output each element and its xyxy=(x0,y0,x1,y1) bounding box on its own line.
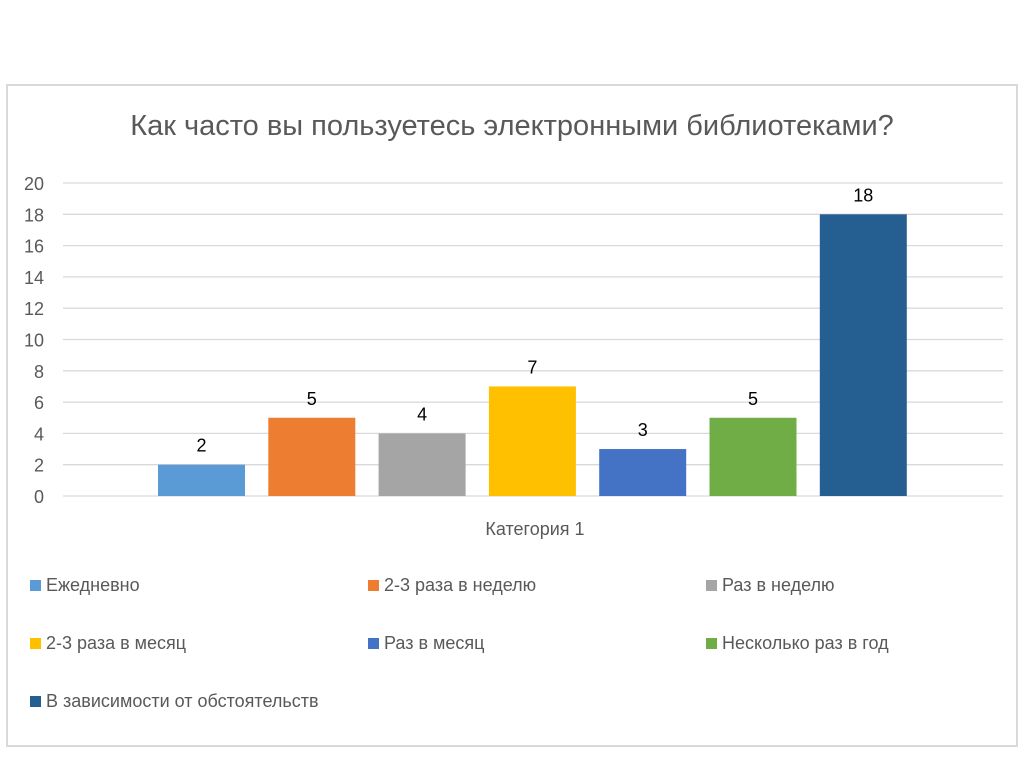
chart-title: Как часто вы пользуетесь электронными би… xyxy=(130,110,894,142)
legend-item: Раз в неделю xyxy=(706,575,835,596)
x-axis-label: Категория 1 xyxy=(485,519,584,539)
y-tick-label: 12 xyxy=(24,299,44,319)
data-label: 4 xyxy=(417,404,427,424)
y-tick-label: 6 xyxy=(34,393,44,413)
legend-item: 2-3 раза в месяц xyxy=(30,633,186,654)
legend-label: Несколько раз в год xyxy=(722,633,889,653)
data-label: 18 xyxy=(853,185,873,205)
bar xyxy=(709,417,797,496)
bar xyxy=(158,464,245,496)
legend-item: В зависимости от обстоятельств xyxy=(30,691,319,712)
y-tick-label: 20 xyxy=(24,174,44,194)
legend-swatch xyxy=(30,696,41,707)
y-tick-label: 4 xyxy=(34,424,44,444)
legend-label: В зависимости от обстоятельств xyxy=(46,691,319,711)
legend-swatch xyxy=(706,580,717,591)
legend-swatch xyxy=(368,580,379,591)
bar xyxy=(488,386,576,496)
legend-swatch xyxy=(368,638,379,649)
legend-swatch xyxy=(30,638,41,649)
legend-swatch xyxy=(706,638,717,649)
legend-label: Ежедневно xyxy=(46,575,140,595)
bar xyxy=(599,449,687,496)
legend-item: Несколько раз в год xyxy=(706,633,889,654)
y-tick-label: 18 xyxy=(24,205,44,225)
data-label: 5 xyxy=(307,389,317,409)
y-tick-label: 2 xyxy=(34,456,44,476)
y-tick-label: 14 xyxy=(24,268,44,288)
y-tick-label: 16 xyxy=(24,237,44,257)
bar xyxy=(819,214,907,497)
bar xyxy=(378,433,466,496)
bar xyxy=(268,417,356,496)
legend-label: Раз в месяц xyxy=(384,633,485,653)
data-label: 5 xyxy=(748,389,758,409)
legend-item: 2-3 раза в неделю xyxy=(368,575,536,596)
data-label: 3 xyxy=(638,420,648,440)
legend-label: 2-3 раза в месяц xyxy=(46,633,187,653)
y-tick-label: 10 xyxy=(24,331,44,351)
legend-label: 2-3 раза в неделю xyxy=(384,575,537,595)
legend-item: Раз в месяц xyxy=(368,633,484,654)
data-label: 2 xyxy=(196,436,206,456)
legend-swatch xyxy=(30,580,41,591)
y-tick-label: 0 xyxy=(34,487,44,507)
legend-label: Раз в неделю xyxy=(722,575,835,595)
y-tick-label: 8 xyxy=(34,362,44,382)
data-label: 7 xyxy=(527,357,537,377)
legend-item: Ежедневно xyxy=(30,575,140,596)
